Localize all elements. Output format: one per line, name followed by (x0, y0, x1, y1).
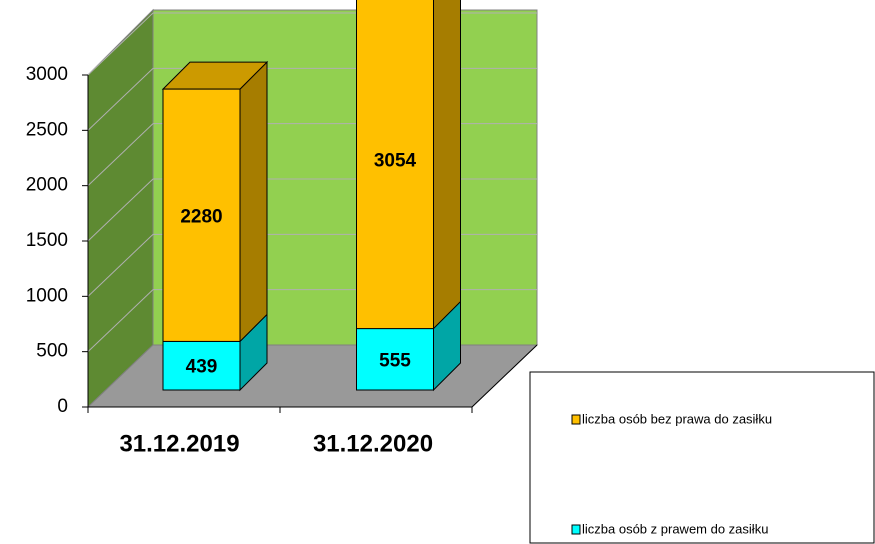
bar (356, 0, 434, 330)
data-label: 439 (186, 357, 218, 378)
legend-label: liczba osób z prawem do zasiłku (582, 521, 768, 536)
bar-side (239, 60, 268, 343)
grid-line (87, 12, 154, 76)
side-wall (87, 8, 154, 409)
floor-edge (471, 344, 538, 408)
grid (87, 12, 537, 353)
y-tick-label: 1000 (26, 285, 68, 306)
y-tick-label: 2000 (26, 175, 68, 196)
legend (529, 371, 875, 544)
x-tick-label: 31.12.2020 (313, 430, 433, 457)
grid-line (87, 123, 154, 187)
data-label: 2280 (180, 206, 222, 227)
y-tick-label: 500 (36, 341, 68, 362)
y-tick-label: 1500 (26, 230, 68, 251)
y-tick-label: 3000 (26, 64, 68, 85)
legend-label: liczba osób bez prawa do zasiłku (582, 411, 772, 426)
grid-line (87, 178, 154, 242)
bar (162, 88, 241, 342)
y-tick-label: 0 (57, 396, 68, 417)
data-label: 555 (379, 350, 411, 371)
grid-line (87, 67, 154, 131)
data-label: 3054 (374, 151, 417, 172)
legend-swatch (571, 414, 581, 425)
bar-side (433, 0, 461, 330)
legend-swatch (571, 524, 581, 535)
x-tick-label: 31.12.2019 (119, 430, 239, 457)
grid-line (87, 233, 154, 297)
grid-line (87, 289, 154, 353)
floor (86, 344, 539, 408)
y-tick-label: 2500 (26, 119, 68, 140)
bar (356, 328, 434, 391)
